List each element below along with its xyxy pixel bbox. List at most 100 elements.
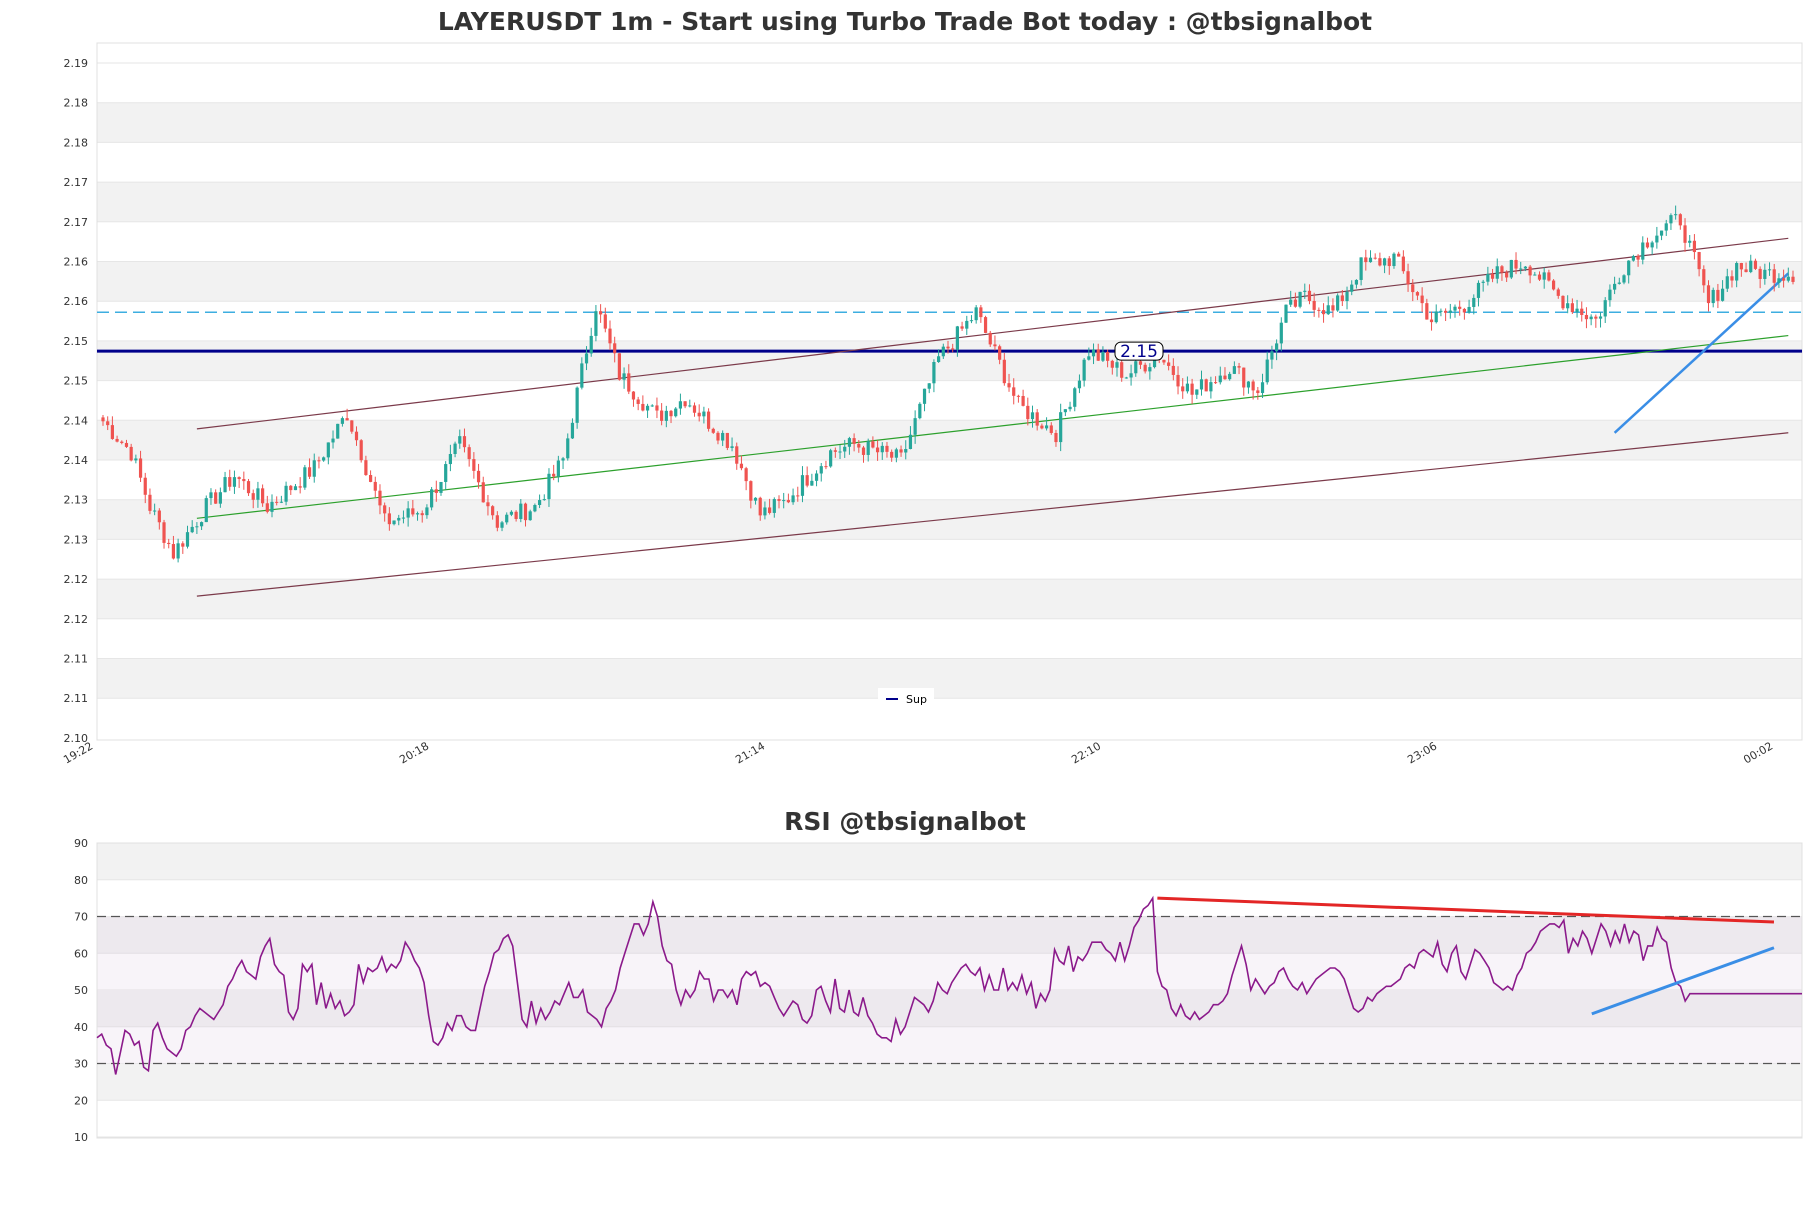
- candle-body: [1631, 255, 1635, 261]
- candle-body: [716, 432, 720, 441]
- candle-body: [819, 466, 823, 474]
- support-label: 2.15: [1120, 342, 1158, 362]
- candle-body: [688, 405, 692, 407]
- candle-body: [763, 507, 767, 516]
- candle-body: [1444, 310, 1448, 313]
- candle-body: [1735, 263, 1739, 281]
- candle-body: [857, 443, 861, 448]
- candle-body: [1688, 240, 1692, 243]
- rsi-series-line: [96, 895, 1802, 1075]
- candle-body: [120, 441, 124, 443]
- candle-body: [1622, 275, 1626, 283]
- candle-body: [782, 500, 786, 502]
- candle-body: [430, 489, 434, 508]
- price-y-tick-label: 2.18: [64, 136, 89, 149]
- candle-body: [1580, 308, 1584, 315]
- rsi-trendlines: [1157, 896, 1775, 1016]
- candle-body: [1181, 386, 1185, 392]
- price-y-tick-label: 2.13: [64, 494, 89, 507]
- candle-body: [537, 500, 542, 505]
- candle-body: [749, 481, 753, 501]
- candle-body: [1298, 291, 1302, 307]
- price-y-tick-label: 2.16: [64, 256, 89, 269]
- candle-body: [1134, 361, 1138, 374]
- channel-lower-line: [196, 432, 1789, 597]
- candle-body: [993, 344, 997, 347]
- candle-body: [1185, 383, 1190, 392]
- candle-body: [1077, 380, 1082, 389]
- candle-body: [293, 486, 298, 491]
- price-x-tick-label: 23:06: [1405, 739, 1439, 766]
- candle-body: [706, 411, 711, 429]
- candle-body: [561, 458, 565, 461]
- candle-body: [115, 438, 119, 442]
- candle-body: [1138, 361, 1143, 365]
- legend: Sup: [878, 688, 934, 708]
- price-y-tick-label: 2.16: [64, 295, 89, 308]
- candle-body: [1556, 289, 1560, 296]
- candle-body: [1199, 379, 1204, 390]
- candle-body: [101, 417, 105, 422]
- candle-body: [847, 438, 852, 447]
- candle-body: [1627, 260, 1631, 276]
- candle-body: [270, 501, 274, 512]
- candle-body: [1528, 266, 1532, 276]
- candle-body: [1758, 268, 1762, 279]
- candle-body: [1584, 314, 1589, 320]
- candle-body: [1124, 377, 1128, 379]
- candle-body: [1030, 412, 1035, 420]
- candle-body: [1706, 285, 1711, 304]
- candle-body: [702, 411, 706, 417]
- candle-body: [1293, 299, 1297, 307]
- candle-body: [397, 517, 401, 521]
- candle-body: [425, 507, 429, 516]
- candle-body: [1143, 364, 1147, 372]
- candle-body: [1016, 395, 1021, 397]
- price-band: [97, 102, 1802, 143]
- candle-body: [1669, 215, 1673, 224]
- candle-body: [725, 432, 729, 448]
- candle-body: [1613, 283, 1617, 290]
- candle-body: [622, 373, 626, 380]
- candle-body: [228, 477, 232, 487]
- candle-body: [223, 477, 227, 493]
- candle-body: [866, 441, 870, 455]
- candle-body: [796, 495, 800, 497]
- rsi-blue-trend-line: [1591, 946, 1775, 1016]
- candle-body: [153, 510, 157, 512]
- candle-body: [1617, 282, 1621, 284]
- candle-body: [1392, 253, 1396, 267]
- candle-body: [547, 473, 551, 500]
- candle-body: [1523, 266, 1528, 269]
- candle-body: [1467, 306, 1471, 313]
- candle-body: [1340, 295, 1344, 302]
- candle-body: [1382, 258, 1387, 266]
- candle-body: [322, 457, 326, 461]
- price-x-tick-label: 20:18: [397, 739, 431, 766]
- candle-body: [1509, 259, 1513, 278]
- candle-body: [974, 307, 978, 321]
- candle-body: [1190, 383, 1194, 395]
- candle-body: [1209, 382, 1213, 392]
- candle-body: [833, 450, 837, 452]
- candle-body: [1204, 379, 1208, 392]
- rsi-y-tick-label: 90: [74, 837, 88, 850]
- candle-body: [1289, 299, 1293, 305]
- candle-body: [1007, 383, 1011, 388]
- candle-body: [641, 403, 645, 411]
- candle-body: [613, 343, 617, 354]
- candle-body: [1368, 257, 1373, 263]
- price-band: [97, 261, 1802, 302]
- price-y-tick-label: 2.10: [64, 732, 89, 745]
- candle-body: [1350, 284, 1354, 292]
- candle-body: [406, 508, 410, 518]
- candle-body: [1589, 316, 1593, 320]
- rsi-y-tick-label: 80: [74, 874, 88, 887]
- candle-body: [1213, 382, 1218, 384]
- candle-body: [1265, 359, 1269, 383]
- candle-body: [1223, 375, 1227, 380]
- candle-body: [519, 503, 523, 519]
- candle-body: [1786, 276, 1790, 281]
- candle-body: [1514, 259, 1518, 269]
